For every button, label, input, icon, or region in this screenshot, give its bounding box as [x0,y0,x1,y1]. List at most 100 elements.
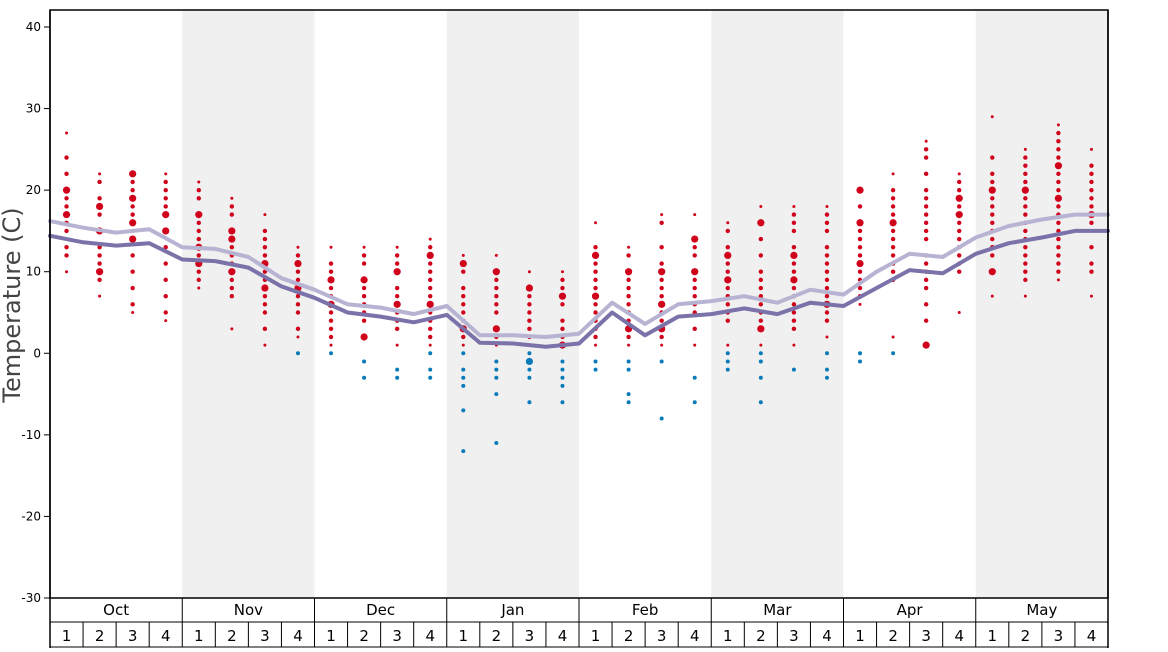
warm-point [955,211,963,219]
warm-point [988,268,996,276]
warm-point [129,235,137,243]
week-label: 4 [822,627,832,645]
warm-point [230,196,234,200]
week-label: 1 [591,627,601,645]
warm-point [1056,139,1061,144]
warm-point [64,171,69,177]
warm-point [824,310,830,315]
warm-point [428,343,432,347]
warm-point [394,253,400,258]
warm-point [990,212,995,217]
cold-point [428,351,433,356]
warm-point [725,302,730,307]
warm-point [197,286,201,290]
warm-point [627,245,631,249]
warm-point [824,228,830,234]
warm-point [889,219,897,227]
warm-point [955,194,963,202]
warm-point [758,285,764,291]
warm-point [95,268,104,276]
warm-point [527,293,532,299]
month-label-mar: Mar [763,601,792,619]
warm-point [957,204,962,209]
warm-point [129,219,137,227]
warm-point [923,302,929,307]
warm-point [990,115,994,119]
warm-point [856,186,864,194]
warm-point [757,325,765,333]
week-label: 4 [1087,627,1097,645]
cold-point [527,367,532,372]
warm-point [1054,162,1063,170]
warm-point [428,245,433,250]
cold-point [461,449,466,454]
week-label: 2 [624,627,634,645]
cold-point [494,367,499,372]
warm-point [295,302,301,307]
warm-point [560,277,565,283]
warm-point [228,227,236,235]
warm-point [296,335,300,339]
warm-point [990,253,995,258]
warm-point [626,334,631,340]
warm-point [691,235,699,243]
warm-point [1023,245,1028,250]
warm-point [195,211,203,219]
warm-point [196,220,201,225]
warm-point [64,245,69,250]
cold-point [461,375,466,380]
warm-point [824,277,830,283]
warm-point [1056,130,1061,136]
warm-point [164,172,168,176]
warm-point [461,302,466,307]
warm-point [263,343,267,347]
warm-point [64,155,69,160]
warm-point [428,261,433,266]
warm-point [130,253,135,258]
y-tick-label: 30 [26,102,41,116]
warm-point [196,196,201,201]
warm-point [461,285,466,291]
warm-point [97,261,102,266]
warm-point [262,326,268,332]
warm-point [163,261,168,266]
warm-point [492,268,500,276]
cold-point [428,367,433,372]
warm-point [990,179,995,185]
cold-point [659,416,664,421]
warm-point [163,204,168,209]
warm-point [129,170,137,178]
warm-point [428,334,433,340]
y-axis-label: Temperature (C) [0,207,26,403]
warm-point [294,259,302,268]
warm-point [957,269,962,274]
week-label: 3 [1054,627,1064,645]
cold-point [494,392,499,397]
warm-point [890,236,896,242]
cold-point [362,375,367,380]
warm-point [1023,155,1028,160]
warm-point [1023,269,1028,274]
warm-point [1056,179,1061,185]
warm-point [525,284,534,292]
warm-point [923,236,929,242]
week-label: 1 [459,627,469,645]
warm-point [824,261,830,266]
warm-point [1023,171,1028,177]
week-label: 3 [128,627,138,645]
warm-point [62,211,71,219]
cold-point [560,375,565,380]
average-min-line [48,228,1110,349]
warm-point [659,277,664,283]
y-tick-label: 20 [26,183,41,197]
warm-point [295,293,301,299]
y-tick-label: -20 [21,509,41,523]
warm-point [593,277,598,283]
warm-point [792,204,796,208]
warm-point [626,285,631,291]
warm-point [494,253,498,257]
warm-point [428,269,433,274]
warm-point [791,285,797,291]
warm-point [824,293,830,299]
